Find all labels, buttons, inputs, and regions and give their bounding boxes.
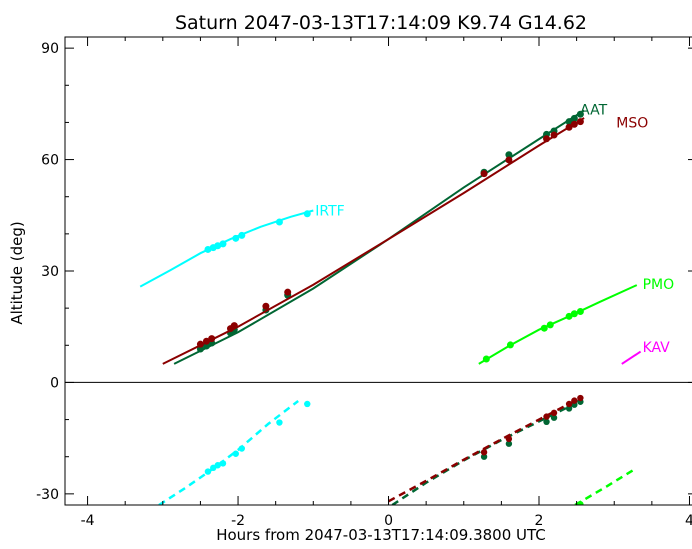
data-point-mso bbox=[284, 288, 292, 296]
data-point-irtf bbox=[275, 218, 283, 226]
x-tick-label: -4 bbox=[81, 513, 95, 529]
data-point-pmo bbox=[570, 310, 578, 318]
y-tick-label: 60 bbox=[41, 153, 59, 169]
series-below-line-pmo bbox=[574, 466, 638, 505]
data-point-mso bbox=[208, 335, 216, 343]
data-point-mso bbox=[576, 118, 584, 126]
data-point-pmo bbox=[565, 312, 573, 320]
data-point-aat bbox=[565, 118, 573, 126]
data-point-mso bbox=[543, 135, 551, 143]
below-point-mso bbox=[505, 435, 513, 443]
below-point-aat bbox=[543, 418, 550, 425]
below-point-aat bbox=[550, 414, 558, 421]
plot-area bbox=[139, 109, 642, 505]
y-tick-label: 90 bbox=[41, 41, 59, 57]
series-label-mso: MSO bbox=[616, 115, 648, 131]
below-point-mso bbox=[577, 394, 584, 402]
series-line-pmo bbox=[478, 284, 638, 365]
data-point-pmo bbox=[576, 307, 584, 315]
below-point-irtf bbox=[276, 419, 283, 426]
y-tick-label: 30 bbox=[41, 264, 59, 280]
below-point-mso bbox=[571, 397, 578, 404]
data-point-pmo bbox=[540, 324, 548, 332]
data-point-irtf bbox=[232, 234, 240, 242]
data-point-mso bbox=[505, 156, 513, 164]
data-point-mso bbox=[550, 131, 558, 139]
below-point-mso bbox=[565, 400, 573, 408]
data-point-irtf bbox=[303, 210, 311, 218]
series-label-irtf: IRTF bbox=[315, 203, 344, 219]
data-point-mso bbox=[262, 302, 270, 310]
below-point-pmo bbox=[577, 501, 584, 505]
x-tick-label: 2 bbox=[535, 513, 544, 529]
data-point-mso bbox=[565, 123, 573, 131]
below-point-mso bbox=[543, 413, 550, 420]
data-point-mso bbox=[480, 170, 488, 178]
x-axis-label: Hours from 2047-03-13T17:14:09.3800 UTC bbox=[216, 526, 546, 544]
data-point-irtf bbox=[214, 242, 222, 250]
below-point-irtf bbox=[214, 462, 221, 469]
data-point-irtf bbox=[204, 245, 212, 253]
data-point-pmo bbox=[482, 355, 490, 363]
data-point-aat bbox=[505, 151, 513, 159]
x-tick-label: 4 bbox=[685, 513, 692, 529]
y-tick-label: -30 bbox=[36, 487, 59, 503]
below-point-irtf bbox=[219, 460, 227, 467]
below-point-aat bbox=[565, 405, 573, 412]
data-point-aat bbox=[576, 110, 584, 118]
data-point-irtf bbox=[238, 231, 246, 239]
series-label-aat: AAT bbox=[580, 102, 607, 118]
series-line-irtf bbox=[139, 209, 314, 288]
below-point-irtf bbox=[204, 468, 212, 475]
below-point-irtf bbox=[238, 445, 246, 452]
series-label-kav: KAV bbox=[643, 340, 671, 356]
series-line-kav bbox=[621, 350, 642, 365]
below-point-aat bbox=[505, 440, 513, 447]
y-axis-label: Altitude (deg) bbox=[8, 221, 26, 324]
x-tick-label: -2 bbox=[231, 513, 245, 529]
data-point-irtf bbox=[219, 240, 227, 248]
below-point-mso bbox=[550, 409, 558, 417]
data-point-mso bbox=[196, 340, 204, 348]
series-label-pmo: PMO bbox=[643, 277, 675, 293]
series-below-line-irtf bbox=[158, 400, 299, 505]
chart-title: Saturn 2047-03-13T17:14:09 K9.74 G14.62 bbox=[175, 12, 587, 34]
below-point-irtf bbox=[232, 450, 239, 457]
below-point-irtf bbox=[304, 400, 311, 408]
data-point-pmo bbox=[506, 341, 514, 349]
data-point-mso bbox=[230, 322, 238, 330]
data-point-mso bbox=[202, 337, 210, 345]
below-point-aat bbox=[480, 453, 488, 460]
below-point-mso bbox=[480, 449, 488, 456]
series-line-mso bbox=[162, 117, 585, 365]
data-point-pmo bbox=[546, 321, 554, 329]
x-tick-label: 0 bbox=[384, 513, 393, 529]
data-point-aat bbox=[570, 114, 578, 122]
y-tick-label: 0 bbox=[50, 375, 59, 391]
data-point-mso bbox=[570, 120, 578, 128]
